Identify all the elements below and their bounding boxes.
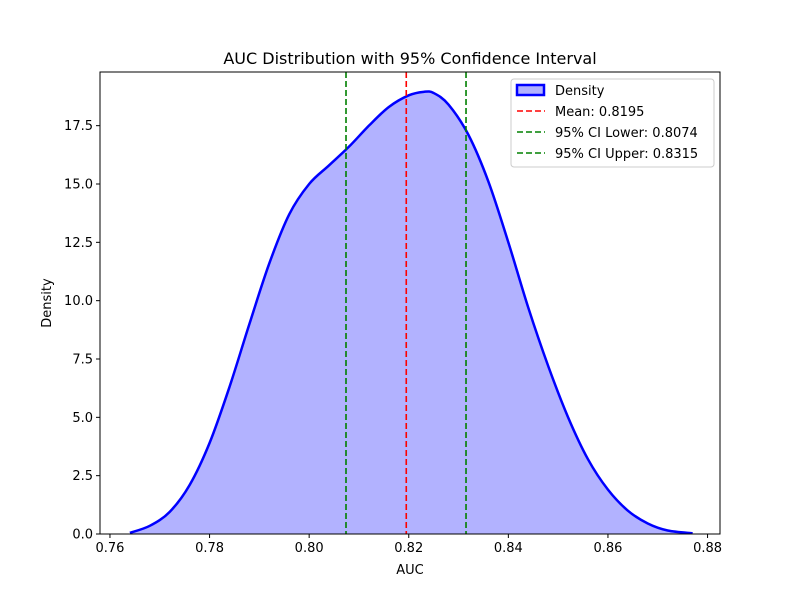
density-line	[129, 90, 693, 535]
y-axis: 0.0 2.5 5.0 7.5 10.0 12.5 15.0 17.5	[64, 119, 100, 543]
y-tick-label: 5.0	[72, 411, 93, 426]
y-tick-label: 17.5	[64, 119, 93, 134]
x-tick-label: 0.80	[295, 541, 324, 556]
density-area	[129, 91, 693, 535]
y-axis-label: Density	[40, 278, 55, 328]
y-tick-label: 10.0	[64, 294, 93, 309]
legend-label-ci-lower: 95% CI Lower: 0.8074	[555, 126, 698, 141]
legend-label-ci-upper: 95% CI Upper: 0.8315	[555, 147, 698, 162]
y-tick-label: 2.5	[72, 469, 93, 484]
x-tick-label: 0.82	[394, 541, 423, 556]
legend-box	[510, 78, 715, 168]
y-tick-label: 15.0	[64, 178, 93, 193]
x-tick-label: 0.76	[95, 541, 124, 556]
x-tick-label: 0.88	[693, 541, 722, 556]
y-tick-label: 7.5	[72, 353, 93, 368]
chart-title: AUC Distribution with 95% Confidence Int…	[223, 49, 596, 68]
x-tick-label: 0.78	[195, 541, 224, 556]
legend: Density Mean: 0.8195 95% CI Lower: 0.8074 9…	[510, 78, 715, 168]
x-axis: 0.76 0.78 0.80 0.82 0.84 0.86 0.88	[95, 534, 722, 556]
legend-swatch-density	[515, 83, 546, 97]
plot-frame	[99, 71, 721, 535]
y-tick-label: 0.0	[72, 528, 93, 543]
x-axis-label: AUC	[396, 563, 424, 578]
plot-area	[129, 72, 693, 535]
x-tick-label: 0.84	[494, 541, 523, 556]
legend-label-mean: Mean: 0.8195	[555, 105, 644, 120]
x-tick-label: 0.86	[593, 541, 622, 556]
legend-label-density: Density	[555, 84, 605, 99]
y-tick-label: 12.5	[64, 236, 93, 251]
